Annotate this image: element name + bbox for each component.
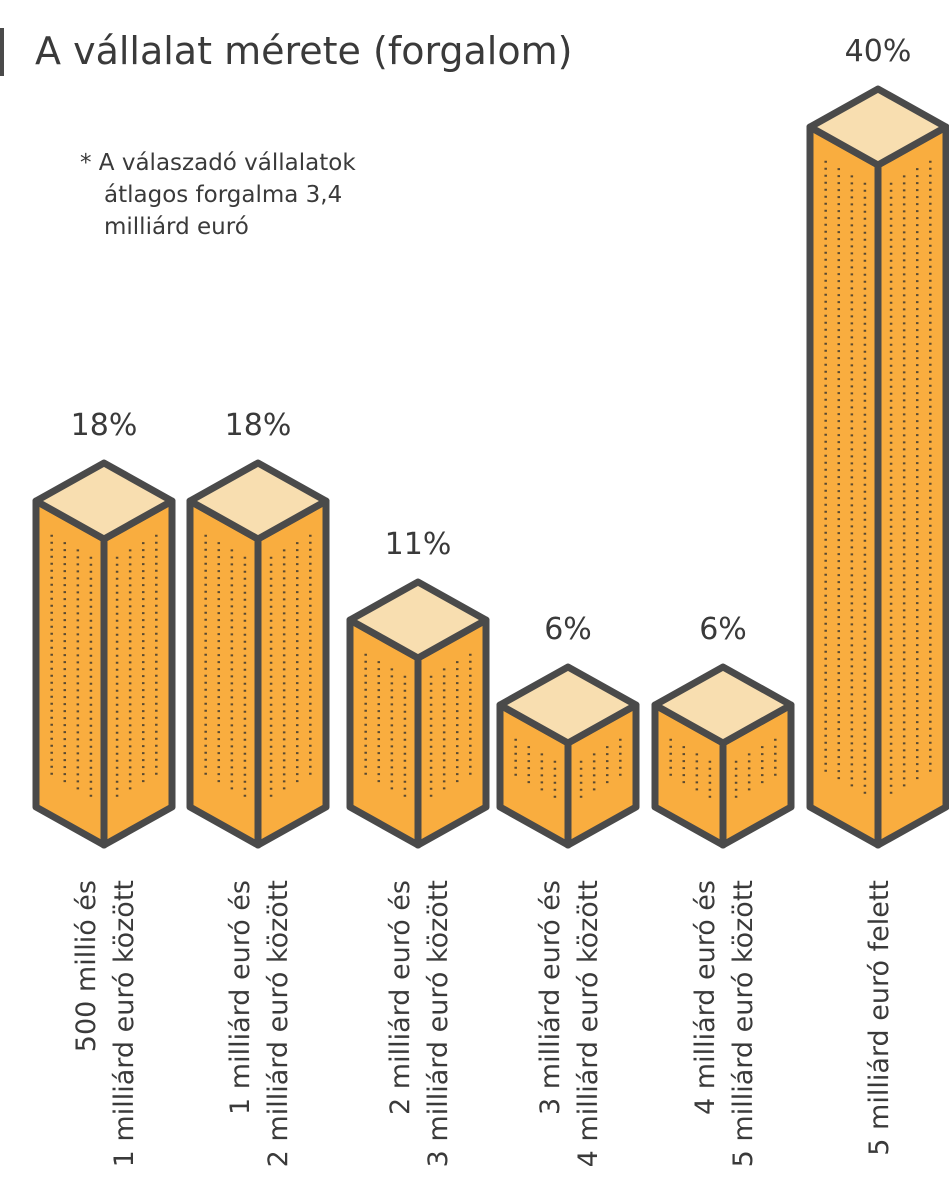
- category-label: 5 milliárd euró között: [728, 880, 759, 1167]
- building-right-face: [874, 123, 949, 849]
- building-right-face: [254, 497, 330, 849]
- category-label: 1 milliárd euró és: [225, 880, 256, 1115]
- building: [32, 459, 176, 849]
- building-top: [496, 663, 640, 747]
- building-left-face: [32, 497, 108, 849]
- value-label: 40%: [845, 34, 912, 69]
- building-right-face: [100, 497, 176, 849]
- building: [806, 85, 949, 849]
- value-label: 18%: [225, 408, 292, 443]
- building-left-face: [186, 497, 262, 849]
- category-label: 5 milliárd euró felett: [864, 880, 895, 1156]
- building-top: [651, 663, 795, 747]
- building-left-face: [806, 123, 882, 849]
- category-label: 4 milliárd euró és: [690, 880, 721, 1115]
- building-top: [346, 578, 490, 662]
- category-label: 3 milliárd euró között: [423, 880, 454, 1167]
- building: [651, 663, 795, 849]
- value-label: 18%: [71, 408, 138, 443]
- building-top: [186, 459, 330, 543]
- value-label: 6%: [544, 612, 592, 647]
- note: * A válaszadó vállalatok: [80, 150, 356, 176]
- building: [496, 663, 640, 849]
- value-label: 11%: [385, 527, 452, 562]
- note: átlagos forgalma 3,4: [104, 182, 342, 208]
- category-label: 2 milliárd euró és: [385, 880, 416, 1115]
- building-top: [32, 459, 176, 543]
- category-label: 500 millió és: [71, 880, 102, 1052]
- building: [346, 578, 490, 849]
- note: milliárd euró: [104, 214, 249, 240]
- category-label: 3 milliárd euró és: [535, 880, 566, 1115]
- building: [186, 459, 330, 849]
- category-label: 2 milliárd euró között: [263, 880, 294, 1167]
- category-label: 4 milliárd euró között: [573, 880, 604, 1167]
- chart-title: A vállalat mérete (forgalom): [35, 29, 572, 73]
- category-label: 1 milliárd euró között: [109, 880, 140, 1167]
- building-top: [806, 85, 949, 169]
- value-label: 6%: [699, 612, 747, 647]
- title-marker: [0, 28, 4, 76]
